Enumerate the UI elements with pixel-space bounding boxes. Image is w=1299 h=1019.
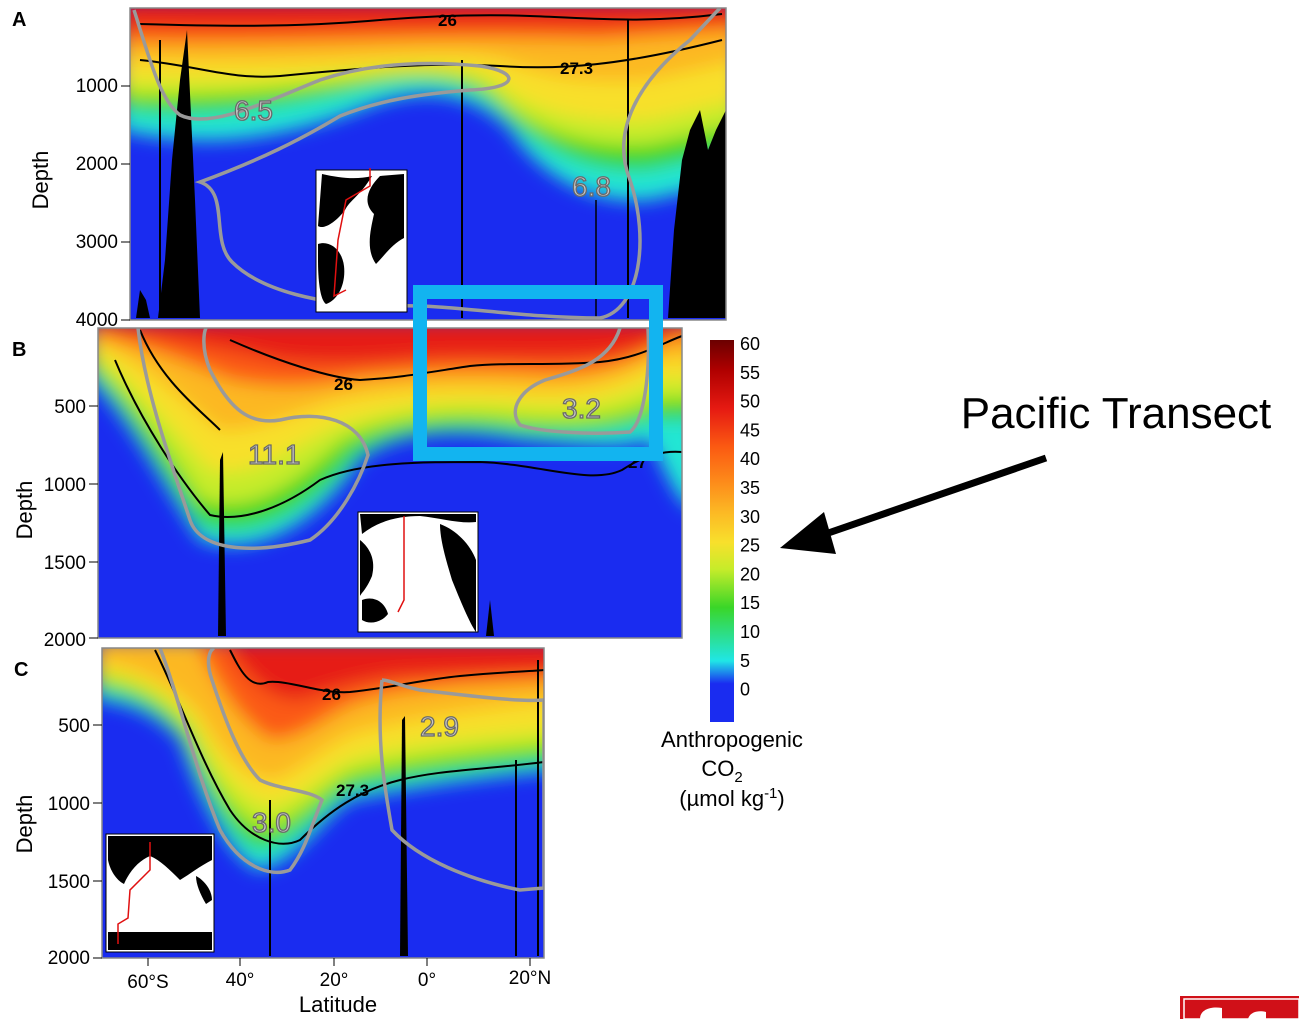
colorbar-tick-label: 0 [740, 680, 750, 700]
panel-c-ylabel: Depth [12, 795, 37, 854]
colorbar-tick-label: 60 [740, 334, 760, 354]
panel-b-field: 11.1 3.2 26 27 [98, 328, 682, 638]
panel-c-ytick-4: 2000 [48, 948, 90, 969]
xtick-1: 60°S [127, 972, 168, 993]
panel-b: B 11.1 3 [12, 327, 683, 651]
panel-c-isopycnal-2: 27.3 [336, 781, 369, 800]
xtick-5: 20°N [509, 968, 551, 989]
panel-a-ytick-3: 3000 [76, 232, 118, 253]
xtick-4: 0° [418, 970, 436, 991]
colorbar-label-line3: (µmol kg-1) [679, 785, 784, 811]
colorbar-tick-label: 45 [740, 420, 760, 440]
panel-b-ylabel: Depth [12, 481, 37, 540]
panel-b-isopycnal-1: 26 [334, 375, 353, 394]
panel-a: A [12, 7, 727, 331]
panel-c-ytick-1: 500 [58, 716, 90, 737]
annotation-label: Pacific Transect [961, 389, 1272, 438]
colorbar-label-sup: -1 [764, 785, 777, 802]
panel-c-isopycnal-1: 26 [322, 685, 341, 704]
panel-c-inventory-2: 3.0 [252, 807, 291, 838]
panel-b-inventory-1: 11.1 [248, 439, 300, 470]
panel-c-ytick-3: 1500 [48, 872, 90, 893]
colorbar-tick-label: 20 [740, 564, 760, 584]
colorbar-tick-label: 15 [740, 593, 760, 613]
colorbar-tick-label: 55 [740, 363, 760, 383]
panel-a-isopycnal-1: 26 [438, 11, 457, 30]
panel-b-ytick-3: 1500 [44, 553, 86, 574]
panel-a-inventory-2: 6.8 [572, 171, 611, 202]
panel-a-field: 6.5 6.8 26 27.3 [130, 8, 726, 320]
xtick-2: 40° [226, 970, 255, 991]
panel-a-ytick-2: 2000 [76, 154, 118, 175]
colorbar-tick-label: 5 [740, 651, 750, 671]
colorbar-label-line1: Anthropogenic [661, 727, 803, 752]
highlight-box [413, 285, 663, 461]
panel-c-letter: C [14, 659, 28, 681]
panel-c-field: 2.9 3.0 26 27.3 [102, 648, 544, 958]
colorbar-tick-label: 35 [740, 478, 760, 498]
colorbar-tick-label: 40 [740, 449, 760, 469]
colorbar-tick-label: 25 [740, 536, 760, 556]
panel-b-ytick-2: 1000 [44, 475, 86, 496]
panel-a-ytick-1: 1000 [76, 76, 118, 97]
panel-b-ytick-4: 2000 [44, 630, 86, 651]
colorbar-label-close: ) [777, 786, 784, 811]
panel-a-letter: A [12, 9, 26, 31]
xtick-3: 20° [320, 970, 349, 991]
colorbar-label-co: CO [701, 756, 734, 781]
panel-a-inventory-1: 6.5 [234, 95, 273, 126]
colorbar-gradient [710, 340, 734, 722]
colorbar-tick-label: 10 [740, 622, 760, 642]
panel-b-inventory-2: 3.2 [562, 393, 601, 424]
colorbar-label-units: (µmol kg [679, 786, 764, 811]
colorbar-label-line2: CO2 [701, 756, 742, 786]
panel-c-inventory-1: 2.9 [420, 711, 459, 742]
panel-b-letter: B [12, 339, 26, 361]
panel-c: C 2.9 3. [12, 647, 551, 1017]
panel-a-isopycnal-2: 27.3 [560, 59, 593, 78]
panel-b-ytick-1: 500 [54, 397, 86, 418]
panel-a-ytick-4: 4000 [76, 310, 118, 331]
logo-fragment [1180, 996, 1299, 1019]
annotation-arrow [780, 454, 1048, 554]
colorbar-tick-label: 50 [740, 392, 760, 412]
x-axis-label: Latitude [299, 992, 377, 1017]
panel-c-ytick-2: 1000 [48, 794, 90, 815]
panel-a-ylabel: Depth [28, 151, 53, 210]
colorbar-tick-label: 30 [740, 507, 760, 527]
colorbar-label-sub: 2 [734, 769, 742, 786]
